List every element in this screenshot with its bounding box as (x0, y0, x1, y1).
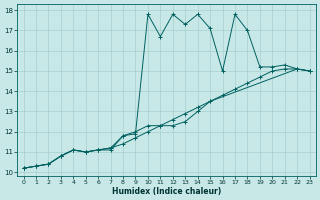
X-axis label: Humidex (Indice chaleur): Humidex (Indice chaleur) (112, 187, 221, 196)
